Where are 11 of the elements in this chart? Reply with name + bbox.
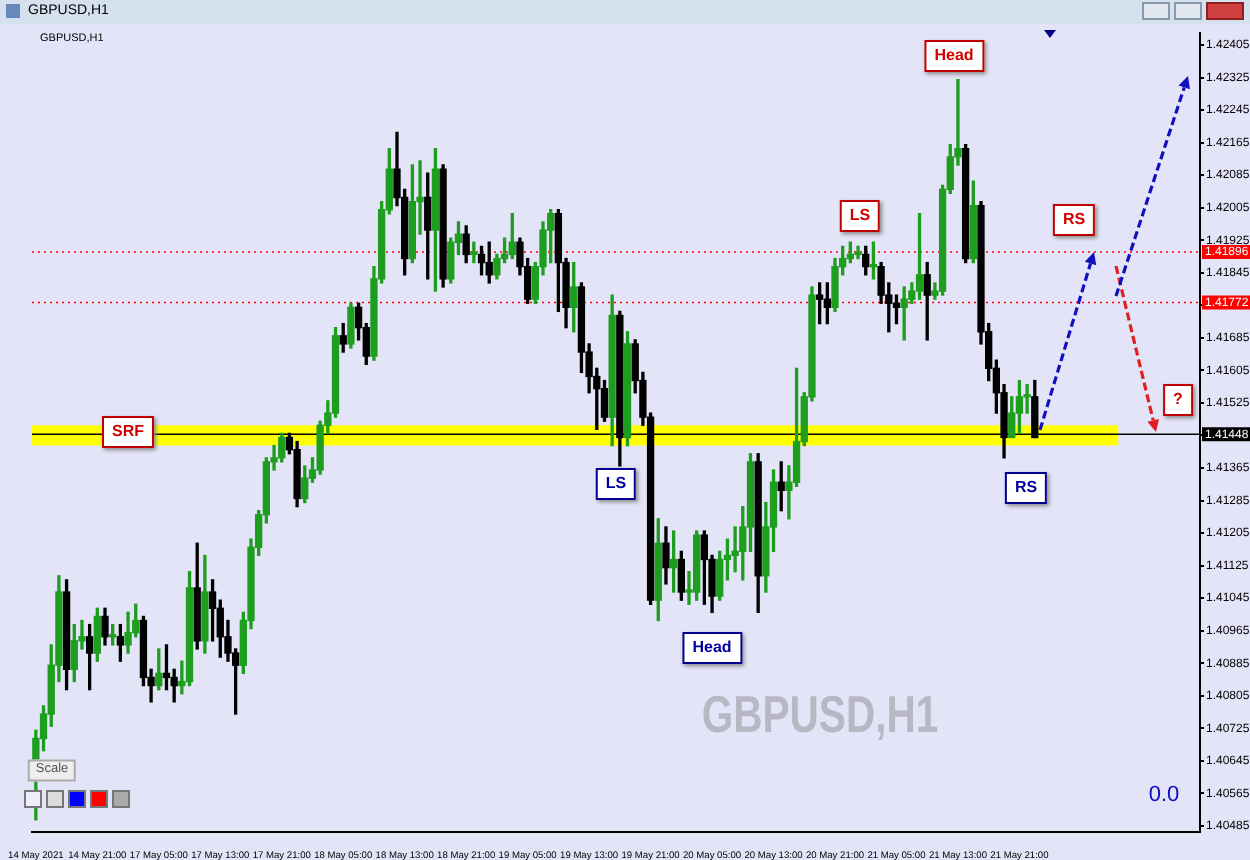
annotation: RS bbox=[1052, 204, 1096, 236]
band-label: SRF bbox=[102, 416, 154, 449]
annotation: Head bbox=[924, 40, 984, 72]
candlestick bbox=[470, 241, 478, 264]
annotation: RS bbox=[1004, 472, 1048, 504]
annotation: ? bbox=[1163, 384, 1193, 416]
annotation: 0.0 bbox=[1148, 783, 1180, 807]
annotation: LS bbox=[839, 200, 881, 232]
annotation: Head bbox=[682, 632, 742, 664]
candlestick bbox=[900, 286, 908, 341]
annotation: LS bbox=[595, 468, 637, 500]
